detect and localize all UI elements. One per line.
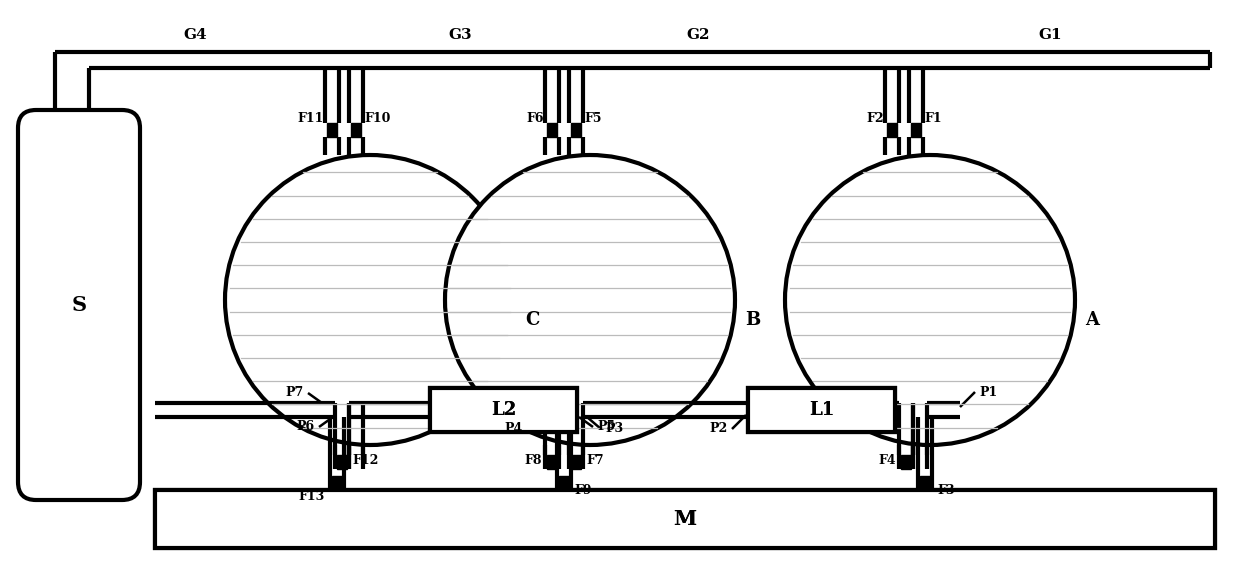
Text: S: S	[72, 295, 87, 315]
Text: P5: P5	[596, 420, 615, 434]
Bar	[337, 455, 347, 469]
Text: F10: F10	[365, 112, 391, 124]
Text: P2: P2	[709, 423, 728, 435]
Bar	[430, 388, 577, 432]
Text: F1: F1	[924, 112, 941, 124]
Text: L1: L1	[808, 401, 835, 419]
Text: F7: F7	[587, 453, 604, 467]
Text: F5: F5	[584, 112, 601, 124]
Bar	[559, 476, 569, 490]
Bar	[351, 123, 361, 137]
Text: L2: L2	[491, 401, 516, 419]
Bar	[887, 123, 897, 137]
Text: F3: F3	[937, 484, 955, 498]
Text: F6: F6	[527, 112, 544, 124]
Bar	[570, 123, 582, 137]
Bar	[155, 490, 1215, 548]
Bar	[901, 455, 911, 469]
Text: M: M	[673, 509, 697, 529]
Bar	[911, 123, 921, 137]
Text: F13: F13	[299, 491, 325, 503]
Text: P3: P3	[605, 423, 624, 435]
Bar	[327, 123, 337, 137]
Text: F2: F2	[867, 112, 884, 124]
Text: G1: G1	[1038, 28, 1061, 42]
Circle shape	[224, 155, 515, 445]
Bar	[332, 476, 342, 490]
Text: F12: F12	[352, 453, 378, 467]
Text: L2: L2	[491, 401, 516, 419]
Text: F11: F11	[298, 112, 324, 124]
Bar	[547, 455, 557, 469]
Text: C: C	[525, 311, 539, 329]
Text: L1: L1	[808, 401, 835, 419]
Circle shape	[785, 155, 1075, 445]
Bar	[547, 123, 557, 137]
Text: B: B	[745, 311, 760, 329]
Text: P7: P7	[285, 386, 304, 400]
Text: G4: G4	[184, 28, 207, 42]
Text: M: M	[673, 509, 697, 529]
Text: F8: F8	[525, 453, 542, 467]
Bar	[920, 476, 930, 490]
Bar	[155, 490, 1215, 548]
Bar	[748, 388, 895, 432]
Text: P1: P1	[980, 385, 997, 399]
Text: F9: F9	[574, 484, 591, 498]
FancyBboxPatch shape	[19, 110, 140, 500]
Circle shape	[445, 155, 735, 445]
Bar	[430, 388, 577, 432]
Text: A: A	[1085, 311, 1099, 329]
Text: G3: G3	[448, 28, 471, 42]
Text: P4: P4	[505, 423, 523, 435]
Text: G2: G2	[686, 28, 709, 42]
Bar	[570, 455, 582, 469]
Text: P6: P6	[296, 420, 315, 434]
Text: F4: F4	[878, 453, 897, 467]
Bar	[748, 388, 895, 432]
